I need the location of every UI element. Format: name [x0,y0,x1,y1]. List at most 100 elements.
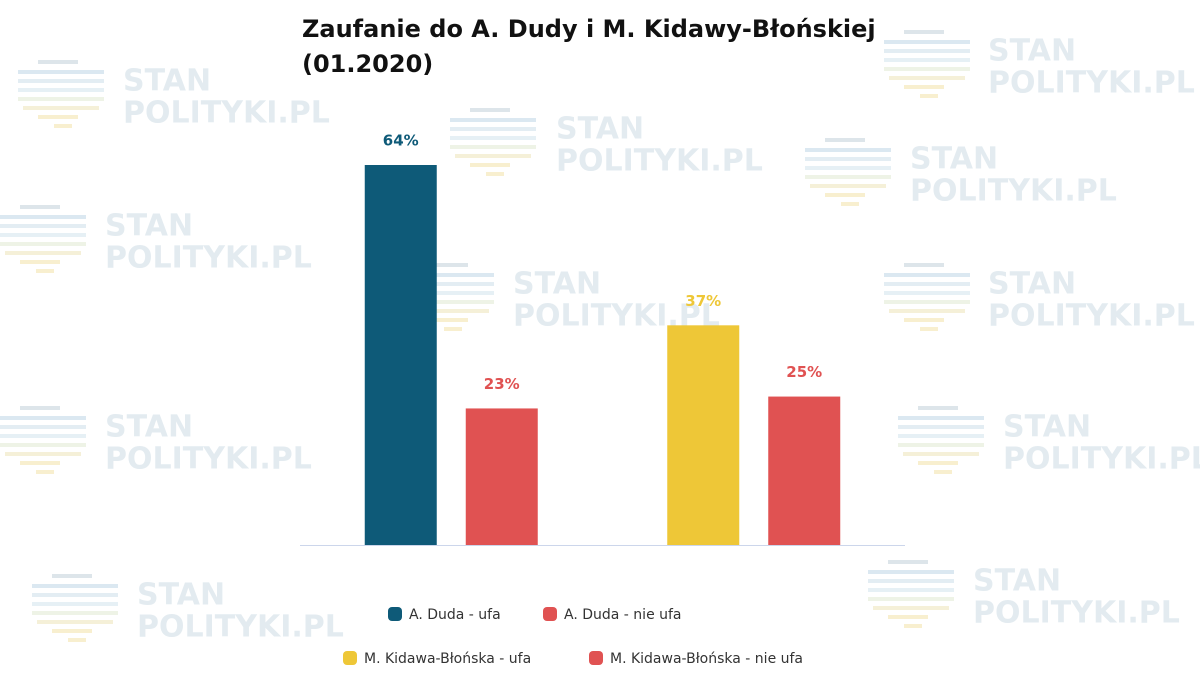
watermark-stripe [36,269,54,273]
watermark-stripe [0,443,86,447]
value-label: 37% [685,292,721,310]
legend-marker [543,607,557,621]
legend-marker [343,651,357,665]
watermark-stripe [38,60,78,64]
watermark-stripe [408,273,494,277]
watermark-text: STAN [556,112,644,147]
watermark-stripe [884,273,970,277]
bar [364,165,437,545]
watermark-text: STAN [137,578,225,613]
watermark-stripe [470,163,510,167]
watermark-stripe [455,154,531,158]
watermark-stripe [428,318,468,322]
legend-item: A. Duda - nie ufa [543,607,682,623]
watermark-text: POLITYKI.PL [123,96,330,131]
watermark-stripe [805,166,891,170]
legend-item: M. Kidawa-Błońska - nie ufa [589,651,803,667]
watermark-stripe [868,588,954,592]
legend-label: A. Duda - ufa [409,607,501,623]
watermark-stripe [23,106,99,110]
watermark-stripe [20,205,60,209]
watermark-stripe [898,443,984,447]
watermark-stripe [868,597,954,601]
watermark-stripe [918,461,958,465]
watermark-stripe [36,470,54,474]
watermark-stripe [898,434,984,438]
watermark-stripe [888,615,928,619]
bar [667,325,740,545]
watermark-text: POLITYKI.PL [1003,442,1200,477]
watermark-stripe [868,579,954,583]
legend-item: A. Duda - ufa [388,607,501,623]
watermark-stripe [841,202,859,206]
watermark-stripe [450,118,536,122]
watermark-stripe [0,434,86,438]
watermark-stripe [32,593,118,597]
watermark-stripe [884,58,970,62]
watermark-stripe [32,611,118,615]
watermark-text: POLITYKI.PL [105,241,312,276]
watermark-stripe [920,94,938,98]
watermark-stripe [805,175,891,179]
watermark-stripe [68,638,86,642]
legend-marker [388,607,402,621]
legend-marker [589,651,603,665]
value-label: 23% [484,375,520,393]
watermark-stripe [898,416,984,420]
watermark-stripe [38,115,78,119]
watermark-text: STAN [910,142,998,177]
watermark-stripe [888,560,928,564]
legend-label: M. Kidawa-Błońska - nie ufa [610,651,803,667]
watermark-stripe [52,629,92,633]
watermark-stripe [450,145,536,149]
watermark-stripe [20,461,60,465]
watermark-stripe [450,127,536,131]
watermark-stripe [898,425,984,429]
watermark-stripe [805,148,891,152]
value-label: 25% [786,363,822,381]
watermark-text: STAN [105,410,193,445]
bar [768,396,841,545]
watermark-stripe [0,242,86,246]
watermark-stripe [52,574,92,578]
watermark-stripe [408,300,494,304]
watermark-text: STAN [973,564,1061,599]
watermark-stripe [0,416,86,420]
watermark-stripe [884,49,970,53]
watermark-text: POLITYKI.PL [105,442,312,477]
watermark-stripe [825,193,865,197]
value-label: 64% [383,132,419,150]
watermark-stripe [54,124,72,128]
watermark-stripe [408,282,494,286]
watermark-stripe [470,108,510,112]
chart-title: Zaufanie do A. Dudy i M. Kidawy-Błońskie… [302,15,876,78]
watermark-stripe [18,70,104,74]
watermark-text: POLITYKI.PL [973,596,1180,631]
watermark-stripe [918,406,958,410]
legend-item: M. Kidawa-Błońska - ufa [343,651,531,667]
watermark-stripe [920,327,938,331]
watermark-text: POLITYKI.PL [137,610,344,645]
watermark-stripe [903,452,979,456]
bar [465,408,538,545]
watermark-stripe [18,97,104,101]
watermark-stripe [18,88,104,92]
watermark-text: STAN [1003,410,1091,445]
watermark-text: STAN [513,267,601,302]
watermark-stripe [444,327,462,331]
watermark-text: STAN [988,34,1076,69]
watermark-text: STAN [105,209,193,244]
watermark-stripe [884,67,970,71]
watermark-stripe [825,138,865,142]
watermark-stripe [486,172,504,176]
